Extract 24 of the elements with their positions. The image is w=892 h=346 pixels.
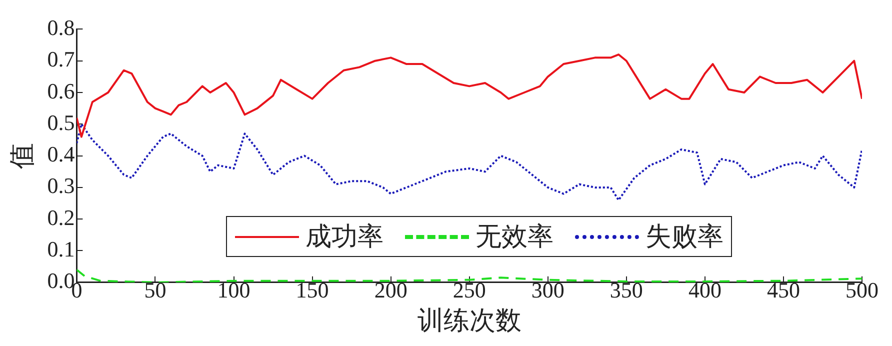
- y-tick-label: 0.6: [47, 78, 75, 104]
- x-axis-title: 训练次数: [417, 306, 522, 336]
- x-tick-label: 450: [766, 277, 800, 302]
- x-tick-label: 300: [531, 277, 564, 302]
- x-tick-label: 50: [144, 277, 166, 302]
- x-tick-label: 100: [217, 277, 250, 302]
- y-tick-label: 0.8: [47, 14, 75, 40]
- y-tick-label: 0.1: [47, 236, 75, 262]
- x-tick-label: 200: [374, 277, 408, 302]
- y-tick-label: 0.3: [47, 173, 75, 198]
- x-tick-label: 400: [688, 277, 722, 302]
- legend-label: 无效率: [475, 221, 554, 254]
- y-tick-label: 0.5: [47, 110, 75, 135]
- legend-label: 成功率: [305, 221, 384, 254]
- x-tick-label: 500: [846, 277, 878, 302]
- y-axis-title: 值: [7, 142, 36, 169]
- legend-label: 失败率: [645, 221, 724, 254]
- y-tick-label: 0.7: [47, 46, 75, 72]
- x-tick-label: 350: [610, 277, 643, 302]
- x-tick-label: 150: [296, 277, 329, 302]
- x-tick-label: 250: [452, 277, 486, 302]
- y-tick-label: 0.4: [47, 142, 75, 167]
- line-series: [76, 123, 862, 202]
- y-tick-label: 0.2: [47, 204, 75, 230]
